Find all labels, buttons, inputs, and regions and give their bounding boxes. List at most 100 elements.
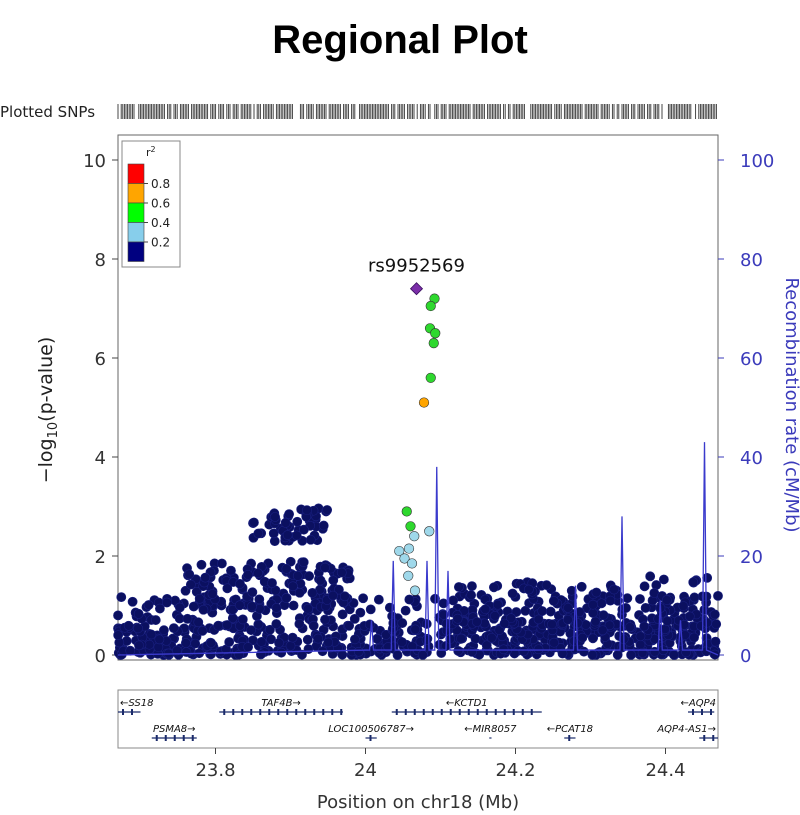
- snp-point: [116, 592, 127, 603]
- snp-point: [588, 608, 598, 618]
- gene-exon: [568, 735, 571, 741]
- snp-point: [373, 594, 384, 605]
- y-tick-label-left: 10: [83, 151, 106, 172]
- snp-point: [480, 604, 491, 615]
- snp-point-colored: [409, 531, 420, 542]
- snp-point-colored: [409, 585, 421, 596]
- legend-swatch: [127, 183, 145, 204]
- snp-point: [566, 585, 577, 596]
- snp-point: [198, 604, 209, 615]
- snp-point: [563, 602, 573, 613]
- snp-point: [400, 605, 411, 616]
- snp-point: [410, 624, 421, 635]
- snp-point: [206, 638, 216, 648]
- snp-point: [303, 644, 314, 654]
- lead-snp-label: rs9952569: [368, 256, 465, 277]
- gene-exon: [223, 709, 226, 715]
- plotted-snps-label: Plotted SNPs: [0, 103, 95, 121]
- snp-point: [541, 580, 552, 591]
- snp-point-colored: [399, 553, 410, 564]
- snp-point: [635, 594, 645, 604]
- snp-point: [123, 620, 134, 631]
- gene-label: ←SS18: [120, 698, 153, 709]
- snp-point: [337, 649, 348, 660]
- snp-point: [323, 637, 334, 648]
- gene-exon: [295, 709, 298, 715]
- snp-point: [581, 619, 591, 630]
- snp-point: [247, 601, 257, 612]
- snp-point: [265, 624, 275, 635]
- gene-exon: [467, 709, 470, 715]
- x-tick-label: 24.2: [495, 760, 535, 781]
- gene-exon: [710, 709, 712, 715]
- snp-point: [689, 592, 700, 603]
- snp-point: [397, 637, 407, 648]
- snp-point: [689, 632, 699, 643]
- gene-exon: [259, 709, 262, 715]
- snp-point: [174, 602, 185, 613]
- snp-point: [243, 642, 254, 652]
- snp-point: [213, 620, 224, 631]
- snp-point: [639, 621, 650, 632]
- snp-point: [247, 587, 258, 598]
- gene-exon: [521, 709, 524, 715]
- snp-point: [545, 606, 556, 617]
- snp-point: [353, 646, 364, 657]
- gene-exon: [277, 709, 280, 715]
- legend-label: 0.4: [151, 216, 170, 230]
- snp-point: [466, 590, 477, 601]
- snp-point: [276, 647, 287, 658]
- snp-point-colored: [428, 338, 439, 349]
- snp-point: [364, 619, 375, 630]
- gene-exon: [422, 709, 425, 715]
- snp-point: [711, 619, 722, 630]
- snp-point: [596, 598, 607, 609]
- snp-point: [284, 509, 294, 520]
- y-axis-label-left: −log10(p-value): [35, 337, 61, 484]
- snp-point: [537, 606, 548, 616]
- snp-point: [313, 633, 323, 644]
- snp-point-colored: [430, 328, 441, 339]
- gene-exon: [703, 735, 706, 741]
- snp-point: [159, 625, 169, 636]
- snp-point: [710, 636, 721, 647]
- gene-exon: [449, 709, 452, 715]
- snp-point: [172, 645, 182, 656]
- snp-point: [587, 650, 598, 660]
- legend-swatch: [127, 202, 145, 223]
- snp-point: [590, 616, 601, 627]
- snp-point: [506, 613, 516, 624]
- snp-point: [668, 649, 679, 660]
- snp-point: [282, 530, 293, 540]
- snp-point: [709, 609, 720, 620]
- snp-point: [222, 583, 233, 594]
- snp-point: [467, 646, 477, 657]
- snp-point: [605, 595, 616, 606]
- snp-point: [270, 511, 280, 522]
- snp-point: [268, 528, 279, 539]
- gene-exon: [692, 709, 694, 715]
- y-tick-label-left: 6: [95, 349, 106, 370]
- snp-point: [127, 596, 138, 607]
- gene-exon: [530, 709, 533, 715]
- snp-point: [155, 603, 165, 614]
- legend-swatch: [127, 222, 145, 243]
- snp-point: [253, 619, 264, 630]
- snp-point: [197, 625, 208, 636]
- snp-point: [533, 644, 544, 655]
- snp-point-colored: [405, 521, 416, 532]
- y-tick-label-right: 0: [740, 646, 751, 667]
- snp-point: [188, 601, 199, 612]
- snp-point: [609, 584, 619, 595]
- snp-point: [133, 608, 144, 619]
- snp-point: [336, 567, 347, 578]
- recombination-rate-line: [117, 442, 719, 656]
- gene-exon: [268, 709, 271, 715]
- gene-exon: [413, 709, 416, 715]
- snp-point: [591, 587, 602, 598]
- snp-point: [645, 571, 656, 582]
- gene-exon: [155, 735, 158, 741]
- snp-point: [180, 638, 191, 648]
- snp-point: [547, 619, 557, 630]
